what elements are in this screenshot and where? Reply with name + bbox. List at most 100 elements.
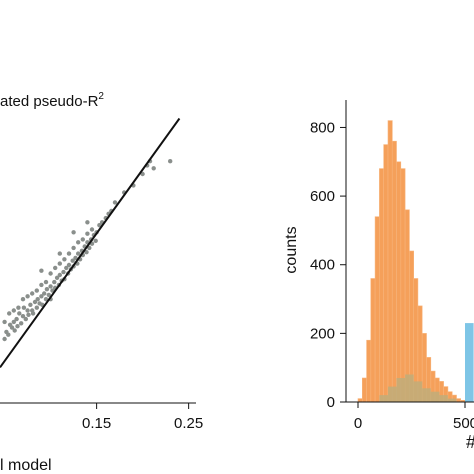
scatter-point <box>61 269 66 275</box>
scatter-point <box>64 265 69 271</box>
histogram-bar <box>439 395 448 402</box>
histogram-bar <box>396 161 402 403</box>
scatter-point <box>35 297 40 302</box>
scatter-point <box>168 159 173 164</box>
histogram-bar <box>388 386 397 402</box>
scatter-point <box>73 255 78 261</box>
scatter-point <box>2 336 7 342</box>
histogram-bar <box>465 323 474 402</box>
histogram-bar <box>422 388 431 402</box>
scatter-point <box>7 311 12 316</box>
scatter-point <box>85 231 90 236</box>
scatter-point <box>48 271 53 276</box>
scatter-point <box>151 166 156 171</box>
scatter-point <box>140 171 145 177</box>
scatter-point <box>85 220 90 225</box>
scatter-point <box>2 319 7 325</box>
scatter-point <box>48 284 53 289</box>
scatter-point <box>17 311 22 316</box>
scatter-point <box>80 237 86 242</box>
histogram-bar <box>396 378 406 402</box>
scatter-x-tick-label: 0.15 <box>82 415 111 432</box>
histogram-bar <box>391 140 397 403</box>
scatter-point <box>12 328 17 333</box>
scatter-point <box>39 268 44 273</box>
histogram-bar <box>370 278 376 403</box>
histogram-y-tick-label: 400 <box>310 257 335 274</box>
scatter-point <box>76 240 81 245</box>
scatter-point <box>28 302 33 307</box>
histogram-bar <box>374 216 380 403</box>
histogram-y-label: counts <box>283 226 300 273</box>
histogram-y-tick-label: 200 <box>310 325 335 342</box>
histogram-bar <box>387 120 393 403</box>
scatter-point <box>34 305 39 310</box>
histogram-bar <box>430 391 440 402</box>
scatter-point <box>32 299 38 305</box>
scatter-points <box>2 159 173 342</box>
histogram-y-ticks: 0 200 400 600 800 <box>310 119 346 411</box>
scatter-point <box>89 227 95 232</box>
scatter-point <box>15 324 20 329</box>
scatter-point <box>23 316 28 322</box>
histogram-bar <box>413 381 423 402</box>
scatter-point <box>76 251 81 256</box>
histogram-bar <box>361 377 367 403</box>
histogram-x-label-fragment: # <box>466 432 474 452</box>
histogram-panel: 0 200 400 600 800 0 500 counts # <box>283 100 474 452</box>
scatter-point <box>30 311 36 316</box>
histogram-bar <box>447 398 457 402</box>
scatter-point <box>46 292 51 298</box>
scatter-point <box>16 305 21 310</box>
histogram-bar <box>404 209 410 403</box>
scatter-point <box>20 314 26 319</box>
regression-line <box>0 117 181 369</box>
scatter-point <box>25 308 30 313</box>
histogram-bar <box>366 339 372 403</box>
histogram-bar <box>379 395 388 402</box>
histogram-x-ticks: 0 500 <box>354 402 474 432</box>
histogram-bar <box>383 144 389 403</box>
histogram-bars <box>357 120 474 403</box>
scatter-point <box>54 275 60 280</box>
scatter-point <box>93 238 98 243</box>
scatter-point <box>21 305 27 310</box>
scatter-point <box>11 319 16 325</box>
scatter-point <box>84 250 89 255</box>
scatter-point <box>71 245 76 251</box>
histogram-x-tick-label: 500 <box>453 415 474 432</box>
histogram-bar <box>456 398 461 403</box>
scatter-point <box>52 279 57 285</box>
scatter-point <box>6 332 11 337</box>
scatter-point <box>57 261 62 266</box>
histogram-x-tick-label: 0 <box>354 415 362 432</box>
histogram-bar <box>357 398 363 403</box>
scatter-point <box>9 325 15 330</box>
scatter-point <box>71 230 76 235</box>
scatter-point <box>14 316 19 322</box>
scatter-point <box>70 258 75 263</box>
scatter-point <box>25 294 30 299</box>
histogram-bar <box>400 168 406 403</box>
scatter-point <box>39 282 44 288</box>
scatter-point <box>19 321 24 326</box>
scatter-point <box>66 251 72 256</box>
scatter-point <box>11 308 16 313</box>
histogram-y-tick-label: 0 <box>327 394 335 411</box>
scatter-point <box>87 245 92 251</box>
scatter-point <box>66 262 72 268</box>
scatter-point <box>34 288 39 293</box>
scatter-point <box>26 312 31 317</box>
histogram-bar <box>379 168 384 403</box>
scatter-title: ated pseudo-R2 <box>0 91 104 110</box>
scatter-point <box>57 251 62 256</box>
scatter-point <box>112 200 118 205</box>
scatter-point <box>43 279 49 285</box>
scatter-point <box>20 297 26 302</box>
scatter-x-tick-label: 0.25 <box>174 415 203 432</box>
histogram-bar <box>405 374 414 402</box>
scatter-point <box>43 297 49 302</box>
scatter-point <box>44 287 50 292</box>
histogram-y-tick-label: 600 <box>310 188 335 205</box>
